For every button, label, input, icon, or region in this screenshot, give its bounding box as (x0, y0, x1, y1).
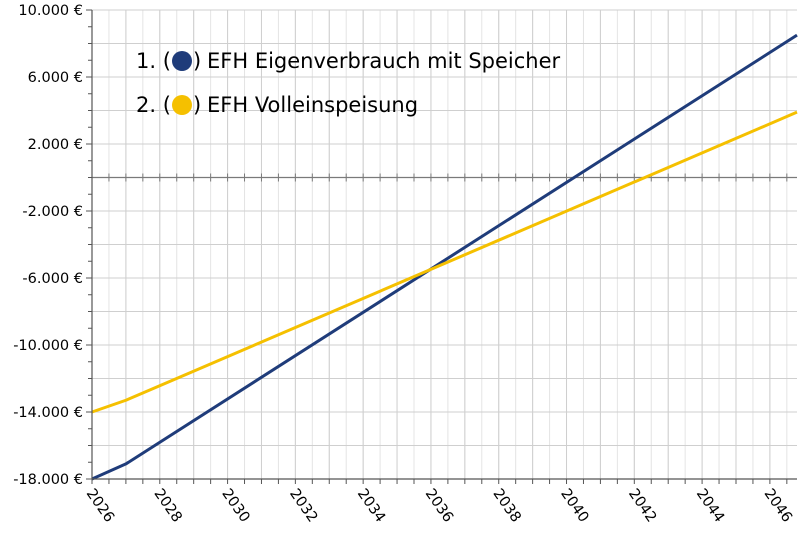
legend-marker (172, 51, 192, 71)
x-tick-label: 2040 (557, 486, 591, 525)
x-tick-label: 2042 (625, 486, 659, 525)
y-tick-label: 2.000 € (28, 137, 83, 153)
x-tick-label: 2038 (489, 486, 523, 525)
y-tick-label: -2.000 € (22, 204, 83, 220)
legend-suffix: ) (193, 49, 201, 73)
y-tick-label: 10.000 € (18, 3, 83, 19)
x-tick-label: 2032 (286, 486, 320, 525)
y-tick-label: -14.000 € (13, 405, 83, 421)
legend-prefix: 1. ( (136, 49, 171, 73)
legend-label: EFH Eigenverbrauch mit Speicher (207, 49, 561, 73)
x-tick-labels: 2026 2028 2030 2032 2034 2036 2038 2040 2042 2044… (83, 486, 795, 525)
x-tick-label: 2044 (693, 486, 727, 525)
legend-marker (172, 95, 192, 115)
legend-entry-1: 1. () EFH Eigenverbrauch mit Speicher (136, 49, 561, 73)
legend-entry-2: 2. () EFH Volleinspeisung (136, 93, 418, 117)
legend-suffix: ) (193, 93, 201, 117)
y-tick-label: -18.000 € (13, 472, 83, 488)
x-tick-label: 2030 (218, 486, 252, 525)
legend-label: EFH Volleinspeisung (207, 93, 418, 117)
legend-prefix: 2. ( (136, 93, 171, 117)
grid-major (91, 9, 797, 480)
series-line-1 (91, 33, 798, 481)
x-tick-label: 2026 (83, 486, 117, 525)
plot-frame (86, 9, 797, 484)
y-tick-label: -6.000 € (22, 271, 83, 287)
x-tick-label: 2034 (354, 486, 388, 525)
zero-axis (91, 173, 797, 182)
x-tick-label: 2028 (151, 486, 185, 525)
y-tick-label: 6.000 € (28, 70, 83, 86)
y-tick-label: -10.000 € (13, 338, 83, 354)
y-tick-labels: -18.000 € -14.000 € -10.000 € -6.000 € -2.00… (13, 3, 83, 488)
x-tick-label: 2036 (422, 486, 456, 525)
series-lines (91, 33, 798, 481)
series-line-2 (91, 110, 798, 414)
x-tick-label: 2046 (761, 486, 795, 525)
legend: 1. () EFH Eigenverbrauch mit Speicher 2. … (136, 49, 561, 117)
